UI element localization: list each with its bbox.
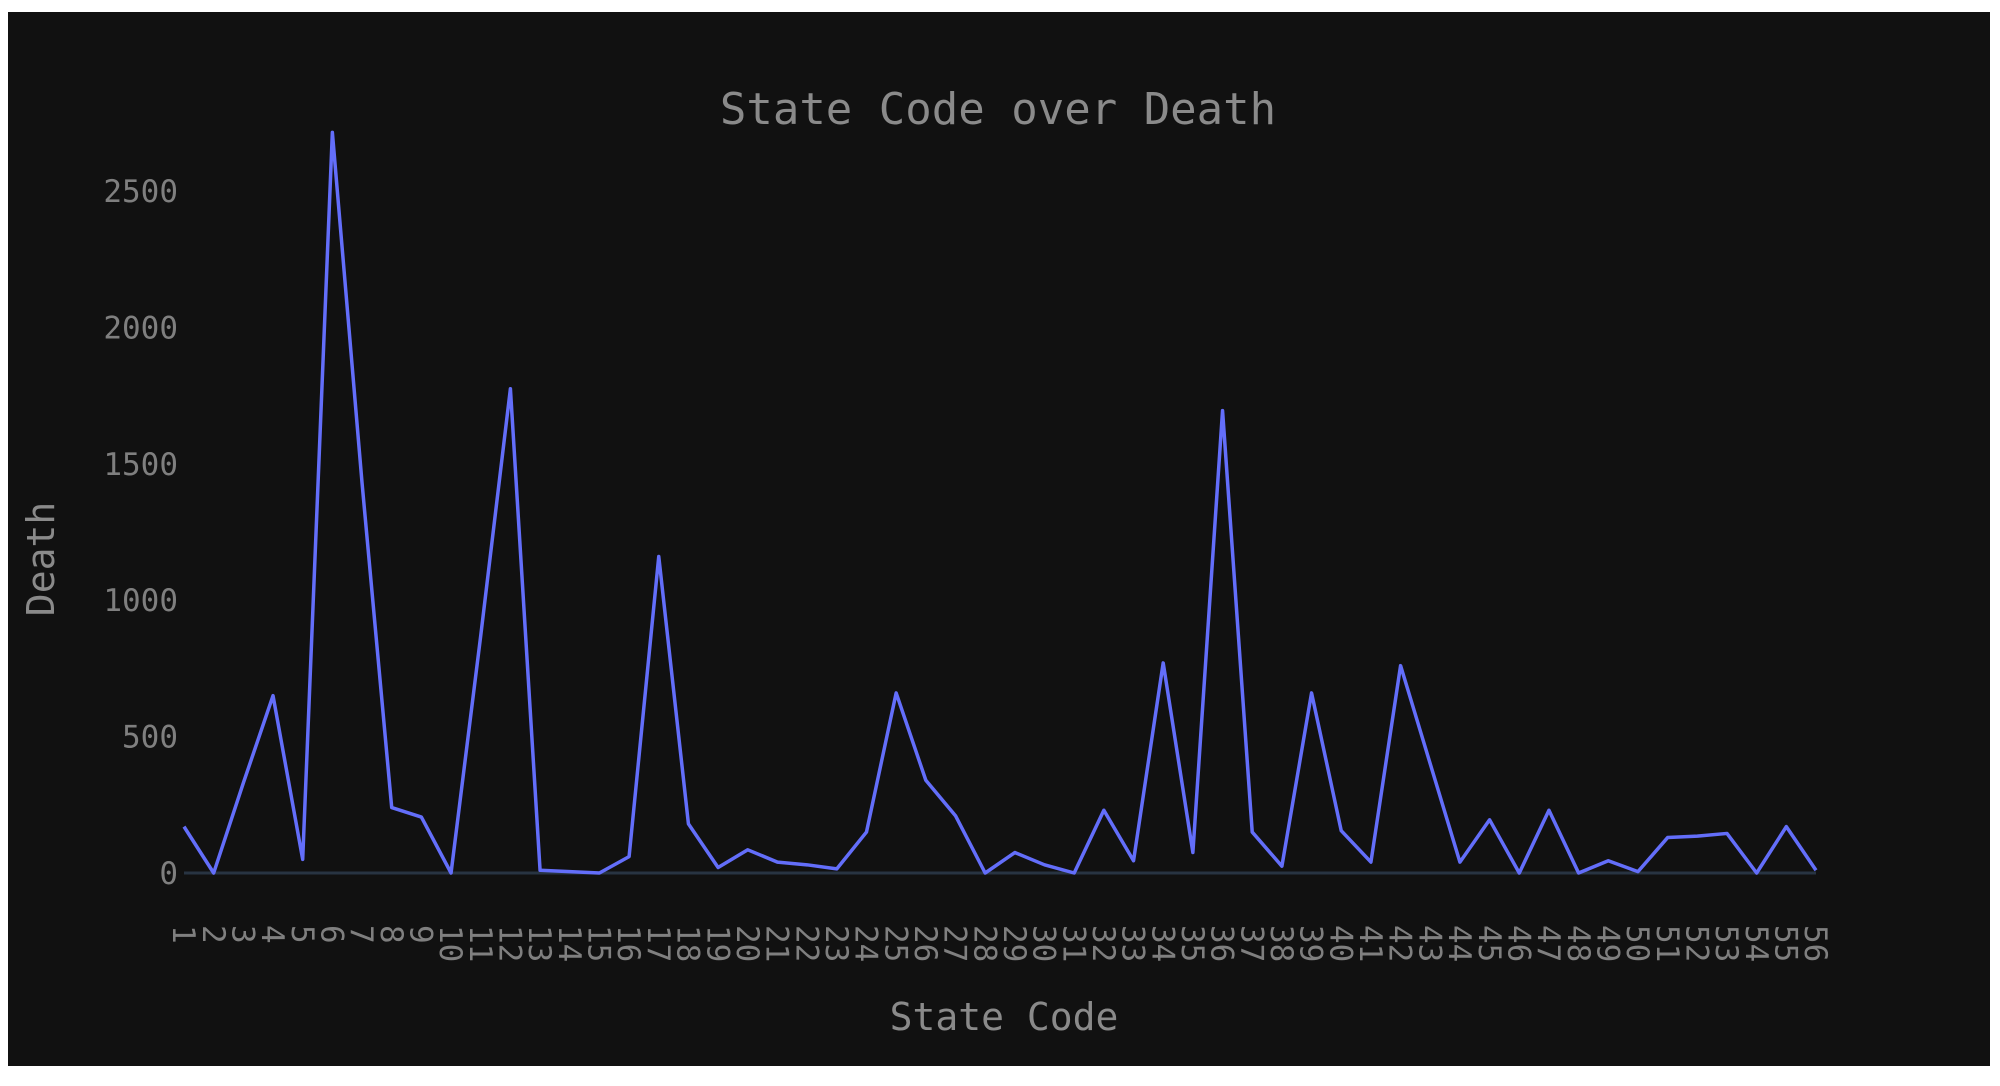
x-tick-label: 8 — [373, 925, 409, 944]
x-tick-label: 25 — [877, 925, 913, 962]
x-tick-label: 36 — [1204, 925, 1240, 962]
x-tick-label: 4 — [254, 925, 290, 944]
y-axis-title: Death — [19, 502, 63, 616]
x-tick-label: 43 — [1411, 925, 1447, 962]
x-tick-label: 28 — [966, 925, 1002, 962]
x-tick-label: 31 — [1055, 925, 1091, 962]
x-tick-label: 24 — [848, 925, 884, 962]
x-tick-label: 56 — [1797, 925, 1833, 962]
x-tick-label: 54 — [1738, 925, 1774, 962]
x-tick-label: 7 — [343, 925, 379, 944]
x-tick-label: 5 — [284, 925, 320, 944]
x-tick-label: 51 — [1649, 925, 1685, 962]
x-tick-label: 27 — [937, 925, 973, 962]
chart-title: State Code over Death — [720, 84, 1276, 135]
x-tick-label: 30 — [1026, 925, 1062, 962]
series-line — [182, 130, 1818, 875]
x-tick-label: 2 — [195, 925, 231, 944]
x-tick-label: 19 — [699, 925, 735, 962]
x-tick-label: 37 — [1233, 925, 1269, 962]
x-tick-label: 39 — [1293, 925, 1329, 962]
x-tick-label: 40 — [1322, 925, 1358, 962]
y-tick-label: 1000 — [103, 583, 178, 619]
x-tick-label: 29 — [996, 925, 1032, 962]
x-tick-label: 46 — [1500, 925, 1536, 962]
x-tick-label: 9 — [403, 925, 439, 944]
x-tick-label: 17 — [640, 925, 676, 962]
x-tick-label: 50 — [1619, 925, 1655, 962]
x-axis-title: State Code — [890, 995, 1119, 1039]
x-tick-label: 38 — [1263, 925, 1299, 962]
x-tick-label: 20 — [729, 925, 765, 962]
x-tick-label: 12 — [492, 925, 528, 962]
y-axis-ticks: 0 500 1000 1500 2000 2500 — [103, 174, 178, 892]
x-tick-label: 21 — [759, 925, 795, 962]
y-tick-label: 2000 — [103, 310, 178, 346]
x-tick-label: 53 — [1708, 925, 1744, 962]
x-tick-label: 49 — [1589, 925, 1625, 962]
x-tick-label: 23 — [818, 925, 854, 962]
x-tick-label: 14 — [551, 925, 587, 962]
x-tick-label: 33 — [1115, 925, 1151, 962]
x-tick-label: 18 — [670, 925, 706, 962]
x-tick-label: 11 — [462, 925, 498, 962]
chart-container: State Code over Death Death State Code 0… — [8, 12, 1990, 1066]
x-tick-label: 1 — [165, 925, 201, 944]
x-tick-label: 10 — [432, 925, 468, 962]
x-tick-label: 26 — [907, 925, 943, 962]
x-tick-label: 16 — [610, 925, 646, 962]
x-tick-label: 45 — [1471, 925, 1507, 962]
x-tick-label: 15 — [581, 925, 617, 962]
x-tick-label: 3 — [224, 925, 260, 944]
x-tick-label: 32 — [1085, 925, 1121, 962]
x-tick-label: 41 — [1352, 925, 1388, 962]
x-axis-ticks: 1234567891011121314151617181920212223242… — [165, 925, 1833, 962]
x-tick-label: 22 — [788, 925, 824, 962]
x-tick-label: 44 — [1441, 925, 1477, 962]
x-tick-label: 34 — [1144, 925, 1180, 962]
x-tick-label: 52 — [1678, 925, 1714, 962]
y-tick-label: 1500 — [103, 447, 178, 483]
x-tick-label: 13 — [521, 925, 557, 962]
line-chart: State Code over Death Death State Code 0… — [19, 84, 1833, 1039]
x-tick-label: 47 — [1530, 925, 1566, 962]
x-tick-label: 48 — [1560, 925, 1596, 962]
y-tick-label: 2500 — [103, 174, 178, 210]
x-tick-label: 6 — [314, 925, 350, 944]
x-tick-label: 42 — [1382, 925, 1418, 962]
y-tick-label: 500 — [122, 720, 178, 756]
x-tick-label: 35 — [1174, 925, 1210, 962]
y-tick-label: 0 — [159, 856, 178, 892]
x-tick-label: 55 — [1767, 925, 1803, 962]
